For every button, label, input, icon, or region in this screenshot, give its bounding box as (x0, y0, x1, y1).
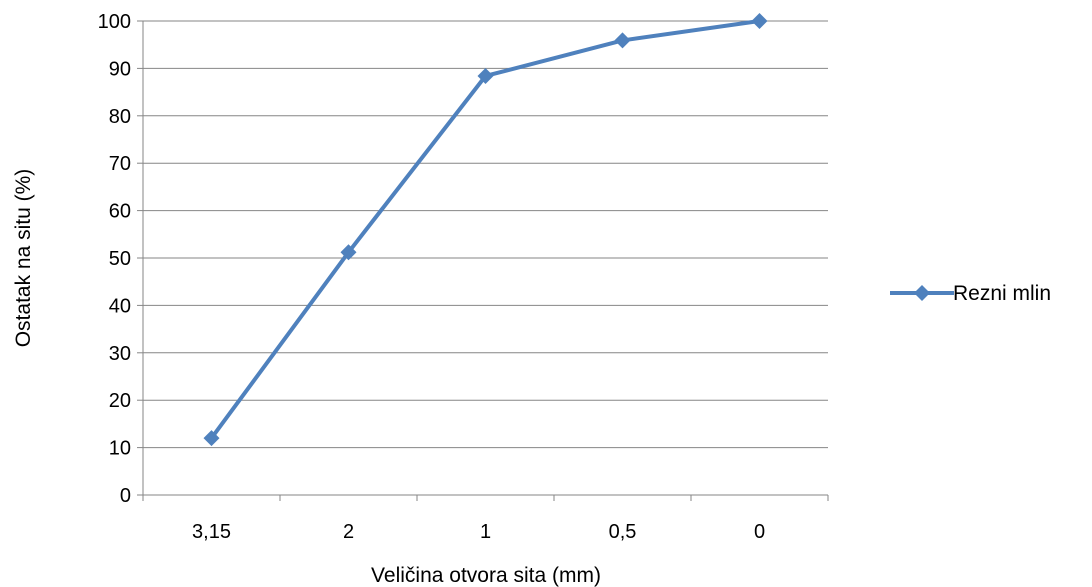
x-tick-labels: 3,15 2 1 0,5 0 (192, 521, 765, 543)
data-point (203, 430, 220, 447)
legend-label-rezni-mlin: Rezni mlin (953, 282, 1051, 305)
x-axis-title: Veličina otvora sita (mm) (371, 564, 601, 587)
y-tick-label: 100 (98, 11, 131, 33)
data-point (340, 244, 357, 261)
x-tick-label: 0 (754, 521, 765, 543)
y-tick-label: 10 (109, 438, 131, 460)
data-point (477, 67, 494, 84)
x-tick-label: 3,15 (192, 521, 231, 543)
y-tick-labels: 0 10 20 30 40 50 60 70 80 90 100 (98, 11, 131, 507)
y-tick-label: 70 (109, 153, 131, 175)
data-point (751, 13, 768, 29)
x-tick-label: 0,5 (609, 521, 637, 543)
y-tick-label: 90 (109, 58, 131, 80)
y-tick-label: 50 (109, 248, 131, 270)
x-tick-label: 1 (480, 521, 491, 543)
gridlines (143, 20, 828, 449)
y-tick-label: 80 (109, 106, 131, 128)
y-tick-label: 20 (109, 390, 131, 412)
y-tick-label: 30 (109, 343, 131, 365)
x-tick-label: 2 (343, 521, 354, 543)
y-tick-label: 60 (109, 201, 131, 223)
y-tick-label: 40 (109, 295, 131, 317)
legend-marker-diamond (914, 285, 930, 301)
data-point (614, 32, 631, 49)
series-layer (203, 13, 768, 447)
y-axis-title: Ostatak na situ (%) (12, 169, 35, 348)
legend: Rezni mlin (890, 282, 1051, 305)
y-tick-label: 0 (120, 485, 131, 507)
axes (137, 20, 829, 501)
